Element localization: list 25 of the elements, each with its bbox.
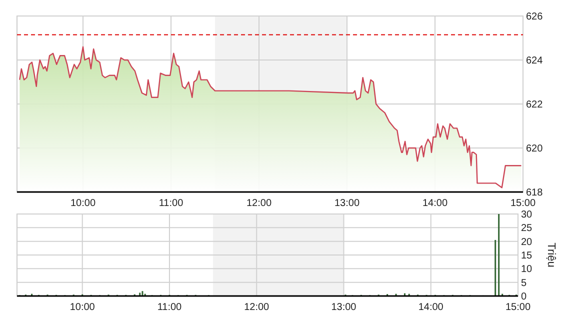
y-axis-title: Triệu: [545, 242, 557, 268]
x-tick-label: 11:00: [158, 198, 184, 209]
y-tick-label: 30: [521, 210, 533, 220]
x-tick-label: 14:00: [418, 302, 444, 313]
x-tick-label: 15:00: [510, 198, 536, 209]
x-tick-label: 13:00: [331, 302, 357, 313]
x-tick-label: 13:00: [334, 198, 360, 209]
y-tick-label: 25: [521, 223, 533, 234]
y-tick-label: 15: [521, 250, 533, 262]
y-tick-label: 10: [521, 264, 533, 276]
y-tick-label: 0: [521, 292, 527, 302]
y-tick-label: 624: [526, 56, 544, 66]
y-tick-label: 626: [526, 12, 544, 22]
x-tick-label: 10:00: [70, 198, 96, 209]
x-tick-label: 14:00: [422, 198, 448, 209]
x-tick-label: 11:00: [157, 302, 182, 313]
y-tick-label: 620: [526, 144, 544, 154]
x-tick-label: 15:00: [505, 302, 531, 313]
x-tick-label: 12:00: [246, 198, 272, 209]
x-tick-label: 10:00: [70, 302, 96, 313]
y-tick-label: 622: [526, 100, 544, 110]
x-tick-label: 12:00: [244, 302, 270, 313]
y-tick-label: 5: [521, 278, 527, 289]
y-tick-label: 618: [526, 188, 544, 198]
y-tick-label: 20: [521, 236, 533, 248]
